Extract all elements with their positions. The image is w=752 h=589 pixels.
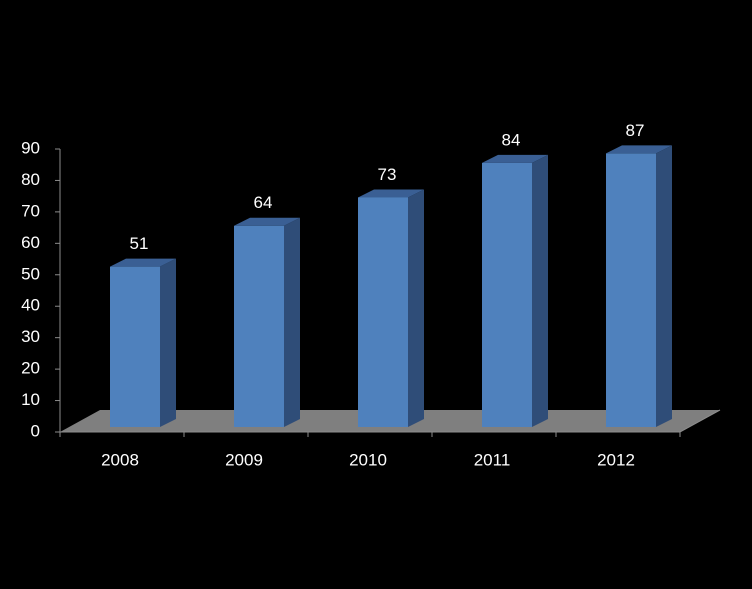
bar-front <box>482 162 532 427</box>
bar-top <box>482 154 548 163</box>
y-tick-label: 30 <box>21 327 40 346</box>
y-tick-label: 50 <box>21 264 40 283</box>
y-tick-label: 40 <box>21 296 40 315</box>
bar <box>234 217 300 427</box>
bar-side <box>408 189 424 427</box>
x-tick-label: 2008 <box>101 450 139 469</box>
bar <box>110 258 176 427</box>
bar <box>482 154 548 427</box>
bar-top <box>606 145 672 154</box>
bar-side <box>284 217 300 427</box>
y-tick-label: 60 <box>21 233 40 252</box>
bar <box>606 145 672 427</box>
x-tick-label: 2010 <box>349 450 387 469</box>
bar-side <box>656 145 672 427</box>
value-label: 64 <box>254 193 273 212</box>
bar-front <box>358 197 408 427</box>
bar <box>358 189 424 427</box>
bar-top <box>358 189 424 198</box>
bar-side <box>532 154 548 427</box>
value-label: 51 <box>130 234 149 253</box>
value-label: 84 <box>502 130 521 149</box>
y-tick-label: 0 <box>31 421 40 440</box>
y-tick-label: 80 <box>21 170 40 189</box>
bar-top <box>110 258 176 267</box>
bar-front <box>606 153 656 427</box>
bar-front <box>234 225 284 427</box>
value-label: 73 <box>378 165 397 184</box>
value-label: 87 <box>626 121 645 140</box>
bar-front <box>110 266 160 427</box>
y-tick-label: 20 <box>21 359 40 378</box>
x-tick-label: 2011 <box>474 450 511 469</box>
y-tick-label: 90 <box>21 138 40 157</box>
x-tick-label: 2012 <box>597 450 635 469</box>
y-tick-label: 70 <box>21 201 40 220</box>
bar-side <box>160 258 176 427</box>
bar-top <box>234 217 300 226</box>
x-tick-label: 2009 <box>225 450 263 469</box>
y-tick-label: 10 <box>21 390 40 409</box>
